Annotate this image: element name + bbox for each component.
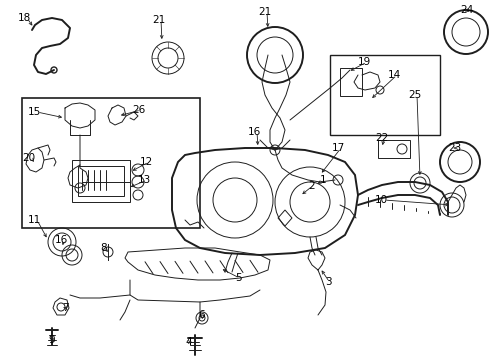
Text: 5: 5 [235, 273, 242, 283]
Text: 20: 20 [22, 153, 35, 163]
Text: 16: 16 [55, 235, 68, 245]
Text: 6: 6 [198, 310, 205, 320]
Text: 23: 23 [448, 143, 461, 153]
Text: 22: 22 [375, 133, 388, 143]
Text: 3: 3 [325, 277, 332, 287]
Text: 9: 9 [48, 335, 54, 345]
Text: 1: 1 [320, 175, 327, 185]
Text: 10: 10 [375, 195, 388, 205]
Bar [340, 68, 362, 96]
Bar [72, 160, 130, 202]
Text: 4: 4 [185, 337, 192, 347]
Text: 17: 17 [332, 143, 345, 153]
Text: 12: 12 [140, 157, 153, 167]
Text: 15: 15 [28, 107, 41, 117]
Text: 13: 13 [138, 175, 151, 185]
Text: 18: 18 [18, 13, 31, 23]
Text: 21: 21 [258, 7, 271, 17]
Text: 19: 19 [358, 57, 371, 67]
Text: 14: 14 [388, 70, 401, 80]
Text: 16: 16 [248, 127, 261, 137]
Text: 26: 26 [132, 105, 145, 115]
Text: 2: 2 [308, 181, 315, 191]
Text: 21: 21 [152, 15, 165, 25]
Text: 25: 25 [408, 90, 421, 100]
Bar [378, 140, 410, 158]
Bar [22, 98, 200, 228]
Text: 8: 8 [100, 243, 107, 253]
Text: 24: 24 [460, 5, 473, 15]
Text: 7: 7 [62, 303, 69, 313]
Bar [78, 166, 124, 196]
Bar [330, 55, 440, 135]
Text: 11: 11 [28, 215, 41, 225]
